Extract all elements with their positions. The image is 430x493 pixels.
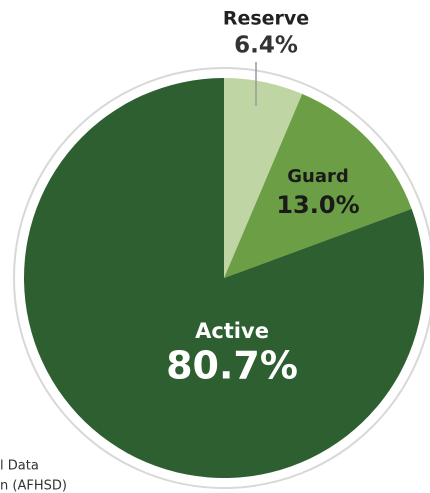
slice-value: 13.0% [276,191,359,219]
source-line: l Data [0,459,39,474]
slice-value: 6.4% [234,33,298,59]
slice-label: Guard [287,166,349,187]
slice-label: Reserve [223,8,309,30]
pie-slice [224,78,303,278]
pie-slice [23,77,424,478]
slice-label: Active [195,319,269,343]
source-line: n (AFHSD) [0,479,67,493]
pie-slice [224,93,412,278]
slice-value: 80.7% [166,344,298,388]
